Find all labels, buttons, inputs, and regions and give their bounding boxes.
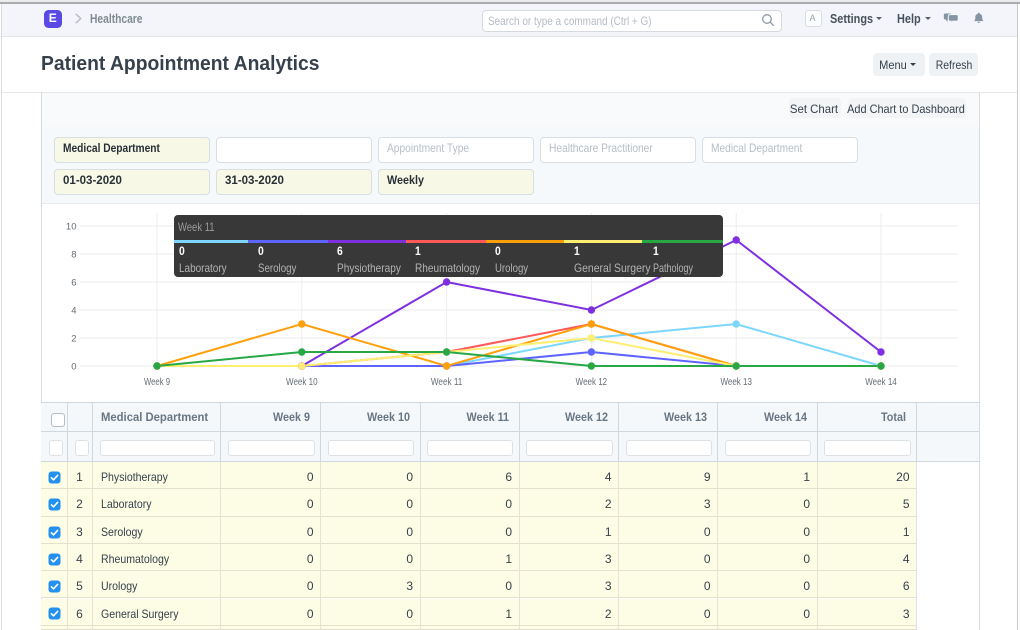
- svg-text:2: 2: [71, 334, 76, 345]
- svg-text:Week 12: Week 12: [576, 377, 608, 388]
- svg-text:Week 11: Week 11: [431, 377, 463, 388]
- svg-text:Week 10: Week 10: [286, 377, 318, 388]
- svg-text:Week 14: Week 14: [865, 377, 897, 388]
- svg-text:0: 0: [71, 362, 76, 373]
- svg-text:10: 10: [66, 222, 77, 233]
- svg-text:6: 6: [71, 278, 76, 289]
- svg-text:Week 13: Week 13: [720, 377, 752, 388]
- svg-text:Week 9: Week 9: [144, 377, 170, 388]
- svg-text:8: 8: [71, 250, 76, 261]
- svg-text:4: 4: [71, 306, 76, 317]
